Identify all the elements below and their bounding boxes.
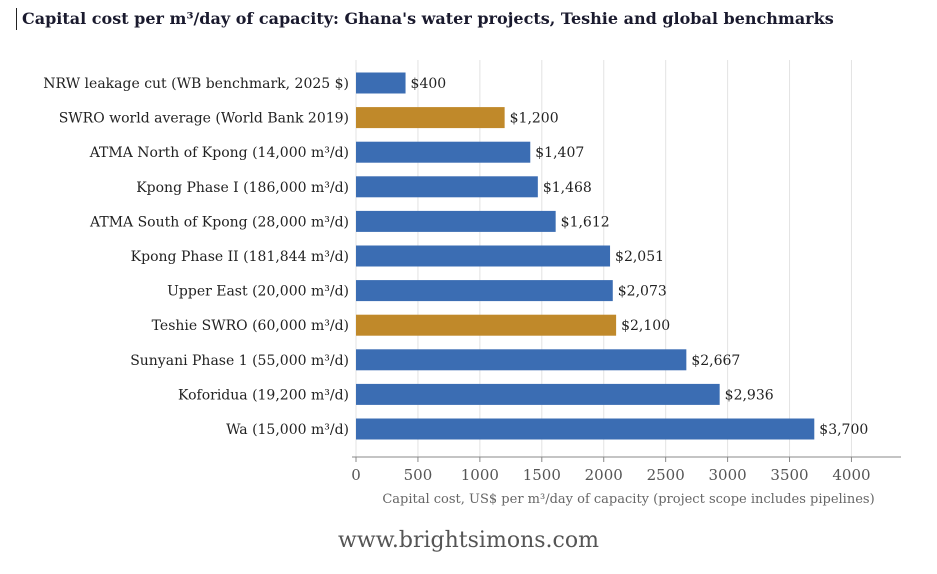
- x-tick-label: 2500: [647, 466, 685, 484]
- x-tick-label: 1500: [523, 466, 561, 484]
- x-axis-label: Capital cost, US$ per m³/day of capacity…: [382, 492, 874, 507]
- footer-url: www.brightsimons.com: [338, 528, 599, 553]
- category-label: Upper East (20,000 m³/d): [167, 284, 349, 300]
- category-label: ATMA South of Kpong (28,000 m³/d): [89, 214, 349, 230]
- title-bar: Capital cost per m³/day of capacity: Gha…: [16, 8, 834, 30]
- x-tick-label: 4000: [832, 466, 870, 484]
- bar: [356, 141, 531, 163]
- category-label: ATMA North of Kpong (14,000 m³/d): [89, 145, 349, 161]
- bar: [356, 72, 406, 94]
- value-label: $400: [411, 76, 447, 92]
- x-tick-label: 1000: [461, 466, 499, 484]
- category-label: Kpong Phase II (181,844 m³/d): [131, 249, 349, 265]
- category-label: Teshie SWRO (60,000 m³/d): [152, 318, 349, 334]
- bar: [356, 418, 815, 440]
- category-label: SWRO world average (World Bank 2019): [59, 111, 349, 127]
- category-label: NRW leakage cut (WB benchmark, 2025 $): [43, 76, 349, 92]
- bar: [356, 210, 556, 232]
- value-label: $2,051: [615, 249, 664, 265]
- category-label: Wa (15,000 m³/d): [226, 422, 349, 438]
- x-tick-label: 3500: [770, 466, 808, 484]
- bar: [356, 245, 611, 267]
- x-tick-label: 500: [404, 466, 433, 484]
- bar: [356, 107, 505, 129]
- bar: [356, 349, 687, 371]
- bar: [356, 280, 613, 302]
- bar: [356, 314, 617, 336]
- bar: [356, 176, 538, 198]
- value-label: $1,468: [543, 180, 592, 196]
- bars: [356, 72, 815, 440]
- category-label: Kpong Phase I (186,000 m³/d): [136, 180, 349, 196]
- value-label: $2,936: [725, 387, 774, 403]
- value-label: $2,073: [618, 284, 667, 300]
- x-tick-label: 3000: [708, 466, 746, 484]
- value-label: $2,100: [621, 318, 670, 334]
- value-label: $1,200: [510, 111, 559, 127]
- category-label: Koforidua (19,200 m³/d): [178, 387, 349, 403]
- value-label: $3,700: [819, 422, 868, 438]
- category-label: Sunyani Phase 1 (55,000 m³/d): [130, 353, 349, 369]
- category-labels: NRW leakage cut (WB benchmark, 2025 $) SW…: [43, 76, 349, 438]
- x-axis-ticks: 0 500 1000 1500 2000 2500 3000 3500 4000: [351, 457, 871, 484]
- x-tick-label: 0: [351, 466, 361, 484]
- x-tick-label: 2000: [585, 466, 623, 484]
- value-label: $1,407: [535, 145, 584, 161]
- bar: [356, 383, 720, 405]
- chart-title: Capital cost per m³/day of capacity: Gha…: [22, 9, 834, 28]
- value-label: $1,612: [561, 214, 610, 230]
- value-label: $2,667: [691, 353, 740, 369]
- value-labels: $400 $1,200 $1,407 $1,468 $1,612 $2,051 $2,073…: [411, 76, 869, 438]
